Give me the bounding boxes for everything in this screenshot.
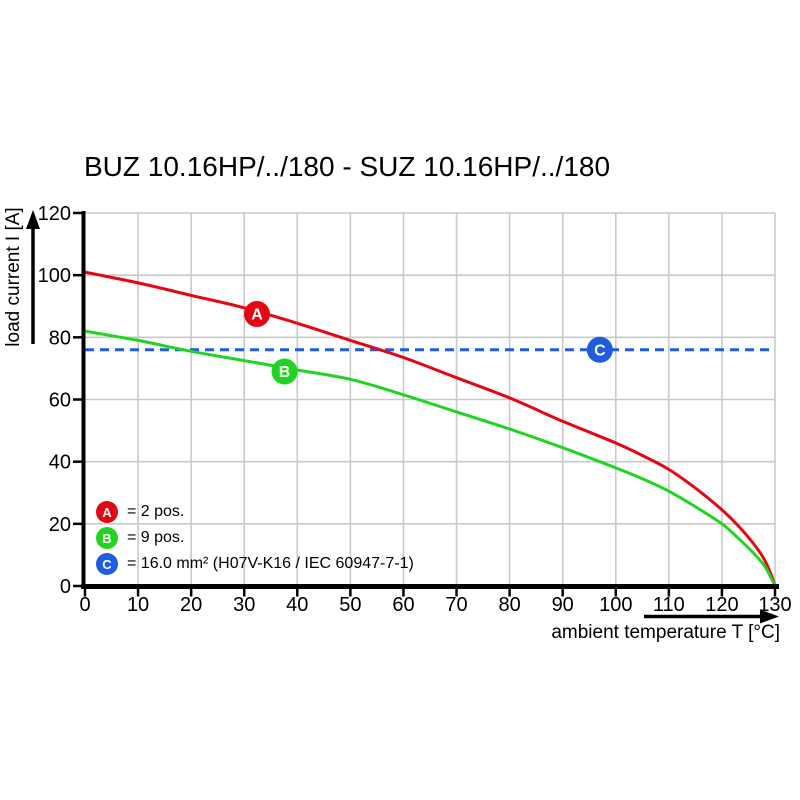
x-tick-label: 120 xyxy=(705,594,738,616)
y-tick-label: 0 xyxy=(60,576,71,598)
y-tick-label: 100 xyxy=(38,265,71,287)
x-axis-label: ambient temperature T [°C] xyxy=(551,622,780,643)
legend-label-a: = 2 pos. xyxy=(127,503,185,520)
x-tick-label: 130 xyxy=(758,594,791,616)
x-tick-label: 10 xyxy=(127,594,149,616)
y-tick-label: 20 xyxy=(49,514,71,536)
x-tick-label: 60 xyxy=(392,594,414,616)
marker-letter-c: C xyxy=(594,342,606,359)
legend-item-a: A = 2 pos. xyxy=(96,501,414,523)
marker-letter-b: B xyxy=(279,364,291,381)
x-tick-label: 40 xyxy=(286,594,308,616)
curve-b xyxy=(84,329,777,587)
x-tick-label: 90 xyxy=(552,594,574,616)
legend-item-c: C = 16.0 mm² (H07V-K16 / IEC 60947-7-1) xyxy=(96,553,414,575)
legend-marker-a-icon: A xyxy=(96,501,118,523)
legend: A = 2 pos. B = 9 pos. C = 16.0 mm² (H07V… xyxy=(96,501,414,579)
x-tick-label: 80 xyxy=(498,594,520,616)
y-axis-arrowhead-icon xyxy=(26,210,40,229)
chart-title: BUZ 10.16HP/../180 - SUZ 10.16HP/../180 xyxy=(84,151,611,182)
marker-b-icon xyxy=(271,358,298,385)
x-tick-label: 70 xyxy=(445,594,467,616)
marker-a-icon xyxy=(243,301,270,328)
legend-label-b: = 9 pos. xyxy=(127,529,185,546)
y-tick-label: 80 xyxy=(49,327,71,349)
y-tick-label: 40 xyxy=(49,452,71,474)
legend-label-c: = 16.0 mm² (H07V-K16 / IEC 60947-7-1) xyxy=(127,555,414,572)
marker-letter-a: A xyxy=(251,307,263,324)
x-tick-label: 30 xyxy=(233,594,255,616)
legend-marker-c-icon: C xyxy=(96,553,118,575)
x-tick-label: 0 xyxy=(79,594,90,616)
marker-c-icon xyxy=(586,336,613,363)
y-tick-label: 120 xyxy=(38,203,71,225)
x-tick-label: 50 xyxy=(339,594,361,616)
legend-item-b: B = 9 pos. xyxy=(96,527,414,549)
x-tick-label: 110 xyxy=(653,594,685,616)
legend-marker-b-icon: B xyxy=(96,527,118,549)
x-tick-label: 100 xyxy=(599,594,632,616)
y-tick-label: 60 xyxy=(49,390,71,412)
x-axis-arrowhead-icon xyxy=(760,609,779,624)
x-tick-label: 20 xyxy=(180,594,202,616)
